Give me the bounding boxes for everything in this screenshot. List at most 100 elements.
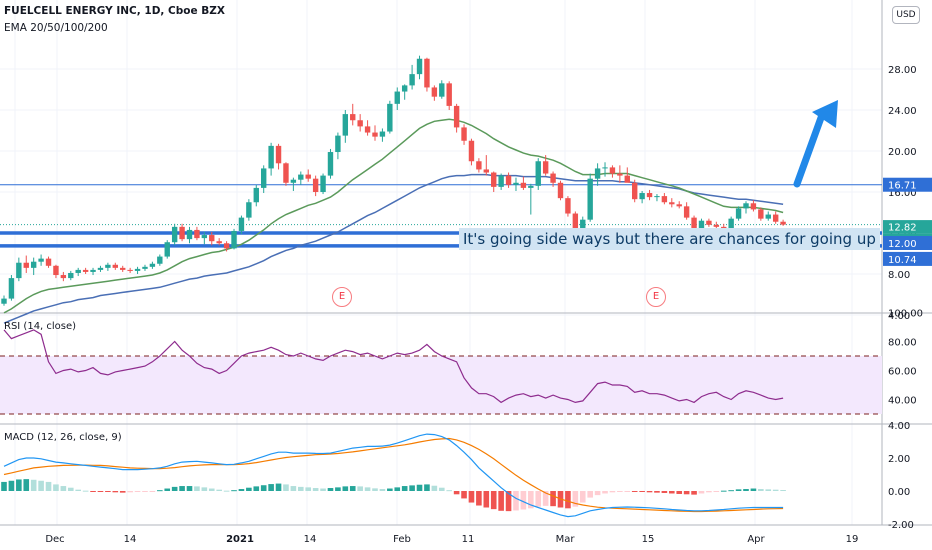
candle (82, 267, 89, 274)
candle-body (624, 175, 630, 183)
candle-body (357, 120, 363, 127)
candle-body (320, 175, 326, 192)
candle (609, 165, 616, 178)
macd-histogram-bar (490, 491, 497, 510)
candle (617, 165, 623, 183)
macd-histogram-bar (134, 491, 141, 492)
macd-histogram-bar (394, 487, 401, 491)
candle (312, 175, 319, 197)
candle (453, 103, 460, 133)
candle-body (305, 174, 311, 179)
macd-histogram-bar (676, 491, 683, 494)
macd-histogram-bar (565, 491, 571, 509)
candle-body (290, 179, 297, 183)
macd-histogram-bar (194, 486, 200, 491)
rsi-title: RSI (14, close) (4, 321, 77, 332)
time-tick: Feb (393, 534, 411, 545)
macd-histogram-bar (38, 480, 44, 491)
macd-histogram-bar (157, 490, 163, 492)
candle (90, 267, 96, 276)
macd-histogram-bar (453, 491, 460, 495)
candle-body (542, 161, 549, 174)
macd-histogram-bar (238, 489, 245, 491)
candle (772, 211, 779, 224)
macd-histogram-bar (171, 486, 178, 491)
macd-histogram-bar (127, 491, 133, 493)
macd-histogram-bar (67, 487, 74, 491)
candle-body (550, 173, 556, 183)
macd-histogram-bar (342, 486, 349, 491)
price-tick: 16.00 (888, 188, 917, 199)
candle (30, 257, 37, 276)
macd-histogram-bar (372, 488, 378, 491)
candle-body (498, 175, 504, 187)
candle (112, 262, 118, 270)
candle (231, 228, 237, 250)
macd-histogram-bar (468, 491, 475, 503)
earnings-marker[interactable]: E (646, 287, 666, 307)
candle-body (743, 203, 749, 209)
annotation-note: It's going side ways but there are chanc… (459, 228, 880, 250)
candle (38, 254, 44, 266)
candle (305, 169, 311, 182)
up-arrow-head (812, 100, 838, 128)
macd-histogram-bar (164, 488, 171, 491)
time-tick: Mar (556, 534, 576, 545)
macd-histogram-bar (765, 489, 772, 491)
candle-body (446, 83, 452, 106)
candle-body (453, 105, 460, 128)
candle-body (164, 242, 170, 257)
macd-histogram-bar (8, 480, 15, 491)
candle (587, 173, 593, 222)
macd-histogram-bar (498, 491, 504, 511)
macd-title: MACD (12, 26, close, 9) (4, 432, 122, 443)
candle (298, 171, 304, 185)
candle (476, 158, 482, 173)
candle-body (394, 91, 400, 104)
candle (194, 226, 200, 241)
macd-tick: -2.00 (888, 520, 914, 531)
macd-histogram-bar (602, 491, 608, 494)
macd-histogram-bar (119, 491, 126, 493)
currency-button[interactable]: USD (892, 6, 920, 24)
last-price-label-bg (883, 220, 932, 234)
candle (639, 190, 645, 204)
candle-body (476, 161, 482, 170)
candle-body (468, 140, 475, 162)
candle-body (416, 58, 423, 75)
level-label-bg (883, 251, 932, 266)
candle-body (691, 217, 697, 231)
macd-histogram-bar (624, 491, 631, 492)
time-tick: 2021 (226, 534, 254, 545)
macd-histogram-bar (446, 490, 452, 492)
earnings-marker[interactable]: E (332, 287, 352, 307)
candle (661, 193, 668, 205)
candle (97, 265, 104, 272)
candle-body (312, 178, 319, 192)
candle (491, 171, 497, 192)
candle-body (505, 175, 512, 185)
candle-body (632, 182, 638, 200)
macd-histogram-bar (424, 484, 430, 491)
candle-body (194, 229, 200, 239)
candle (8, 275, 15, 301)
candle-body (676, 204, 682, 207)
macd-histogram-bar (661, 491, 668, 493)
candle-body (520, 182, 527, 188)
macd-histogram-bar (409, 485, 415, 491)
candle-body (491, 172, 497, 187)
macd-histogram-bar (476, 491, 482, 506)
macd-histogram-bar (772, 489, 779, 491)
candle (735, 206, 742, 221)
candle-body (134, 268, 141, 271)
candle-body (735, 208, 742, 219)
macd-histogram-bar (520, 491, 527, 510)
macd-histogram-bar (60, 486, 67, 491)
macd-histogram-bar (260, 485, 267, 491)
candle-body (765, 214, 771, 219)
candle-body (572, 213, 579, 229)
candle (120, 265, 126, 272)
candle (268, 142, 274, 176)
rsi-band (0, 356, 882, 414)
